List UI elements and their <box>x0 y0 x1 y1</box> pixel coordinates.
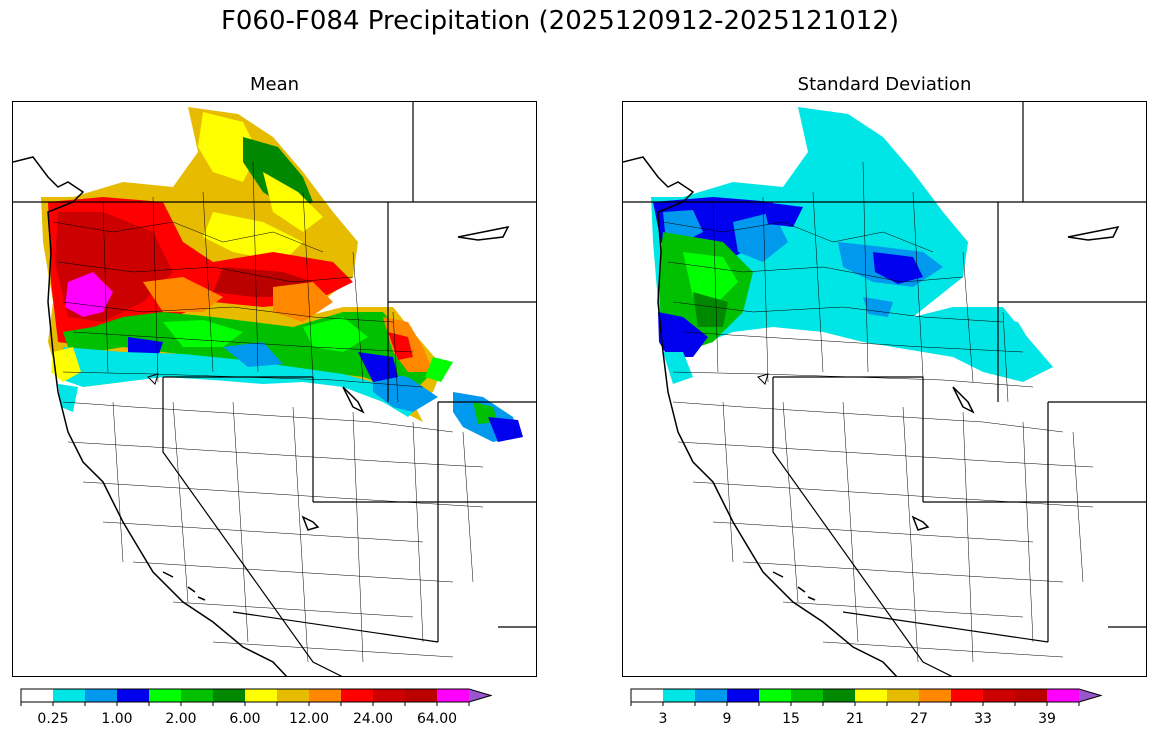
mean-colorbar-swatch <box>53 689 85 702</box>
mean-colorbar-label: 12.00 <box>288 711 330 727</box>
sd-colorbar-swatch <box>727 689 759 702</box>
mean-colorbar-svg <box>20 688 492 706</box>
mean-basin-lines <box>52 161 484 663</box>
figure-title: F060-F084 Precipitation (2025120912-2025… <box>220 6 900 36</box>
sd-colorbar-label: 3 <box>658 711 668 727</box>
sd-colorbar <box>630 688 1102 709</box>
sd-panel-title: Standard Deviation <box>797 74 972 95</box>
mean-colorbar-label: 0.25 <box>37 711 69 727</box>
mean-colorbar-swatch <box>245 689 277 702</box>
mean-colorbar-label: 24.00 <box>352 711 394 727</box>
mean-panel-title: Mean <box>249 74 300 95</box>
sd-colorbar-swatch <box>887 689 919 702</box>
sd-precip-fill <box>651 107 1053 384</box>
sd-colorbar-label: 33 <box>974 711 992 727</box>
mean-colorbar-outline <box>20 688 492 703</box>
sd-colorbar-swatch <box>1015 689 1047 702</box>
sd-colorbar-swatch <box>695 689 727 702</box>
mean-colorbar-swatch <box>309 689 341 702</box>
sd-map <box>622 101 1147 677</box>
sd-colorbar-swatch <box>983 689 1015 702</box>
mean-colorbar-swatch <box>21 689 53 702</box>
sd-colorbar-label: 21 <box>846 711 864 727</box>
mean-colorbar-label: 64.00 <box>416 711 458 727</box>
sd-boundaries <box>623 102 1146 676</box>
mean-colorbar-label: 2.00 <box>165 711 197 727</box>
mean-map <box>12 101 537 677</box>
mean-colorbar-label: 6.00 <box>229 711 261 727</box>
mean-colorbar-extend-arrow <box>469 689 491 702</box>
mean-colorbar-swatch <box>437 689 469 702</box>
sd-colorbar-swatch <box>855 689 887 702</box>
mean-boundaries <box>13 102 536 676</box>
mean-colorbar-swatch <box>405 689 437 702</box>
sd-map-canvas <box>623 102 1146 676</box>
sd-colorbar-swatch <box>919 689 951 702</box>
sd-colorbar-label: 15 <box>782 711 800 727</box>
mean-colorbar <box>20 688 492 709</box>
mean-colorbar-swatch <box>277 689 309 702</box>
mean-colorbar-swatch <box>181 689 213 702</box>
sd-colorbar-label: 9 <box>722 711 732 727</box>
sd-colorbar-swatch <box>823 689 855 702</box>
sd-colorbar-label: 39 <box>1038 711 1056 727</box>
mean-colorbar-swatch <box>149 689 181 702</box>
sd-colorbar-swatch <box>951 689 983 702</box>
mean-colorbar-swatch <box>117 689 149 702</box>
mean-colorbar-label: 1.00 <box>101 711 133 727</box>
mean-colorbar-swatch <box>373 689 405 702</box>
sd-colorbar-extend-arrow <box>1079 689 1101 702</box>
mean-map-canvas <box>13 102 536 676</box>
sd-colorbar-swatch <box>791 689 823 702</box>
sd-colorbar-outline <box>630 688 1102 703</box>
sd-colorbar-swatch <box>663 689 695 702</box>
sd-colorbar-swatch <box>1047 689 1079 702</box>
mean-colorbar-swatch <box>85 689 117 702</box>
sd-colorbar-svg <box>630 688 1102 706</box>
mean-colorbar-swatch <box>213 689 245 702</box>
sd-colorbar-swatch <box>631 689 663 702</box>
sd-colorbar-label: 27 <box>910 711 928 727</box>
mean-precip-fill <box>41 107 523 442</box>
mean-colorbar-swatch <box>341 689 373 702</box>
sd-basin-lines <box>662 161 1094 663</box>
sd-colorbar-swatch <box>759 689 791 702</box>
